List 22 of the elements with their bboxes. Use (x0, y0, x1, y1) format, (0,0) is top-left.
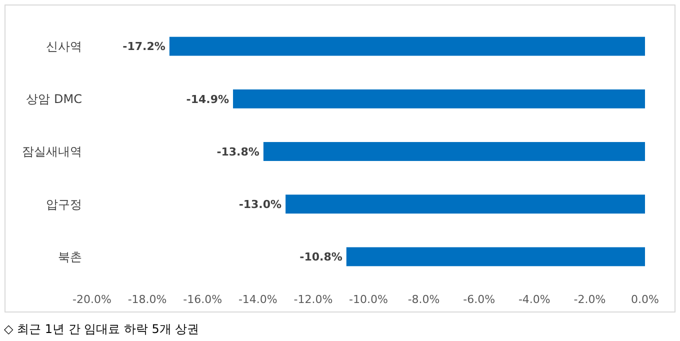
data-label: -10.8% (300, 250, 342, 264)
y-tick-label: 압구정 (46, 197, 82, 212)
x-tick-label: -4.0% (518, 292, 550, 306)
y-tick-label: 신사역 (46, 40, 82, 54)
data-label: -13.8% (216, 145, 260, 158)
x-tick-label: -20.0% (72, 292, 112, 306)
y-tick-label: 북촌 (58, 250, 82, 264)
text: ◇ 최근 1년 간 임대료 하락 5개 상권 (4, 322, 200, 336)
y-tick-label: 상암 DMC (26, 92, 82, 106)
x-tick-label: -8.0% (408, 292, 440, 306)
x-tick-label: -2.0% (574, 292, 606, 306)
x-tick-label: -10.0% (349, 292, 388, 306)
x-tick-label: -6.0% (463, 292, 496, 306)
data-label: -14.9% (186, 92, 230, 106)
x-tick-label: -18.0% (128, 292, 167, 306)
x-tick-label: -16.0% (183, 292, 222, 306)
x-tick-label: 0.0% (631, 292, 659, 306)
y-tick-label: 잠실새내역 (22, 144, 82, 159)
data-label: -13.0% (238, 198, 282, 211)
x-tick-label: -12.0% (294, 292, 333, 306)
x-tick-label: -14.0% (238, 292, 278, 306)
data-label: -17.2% (122, 40, 166, 54)
